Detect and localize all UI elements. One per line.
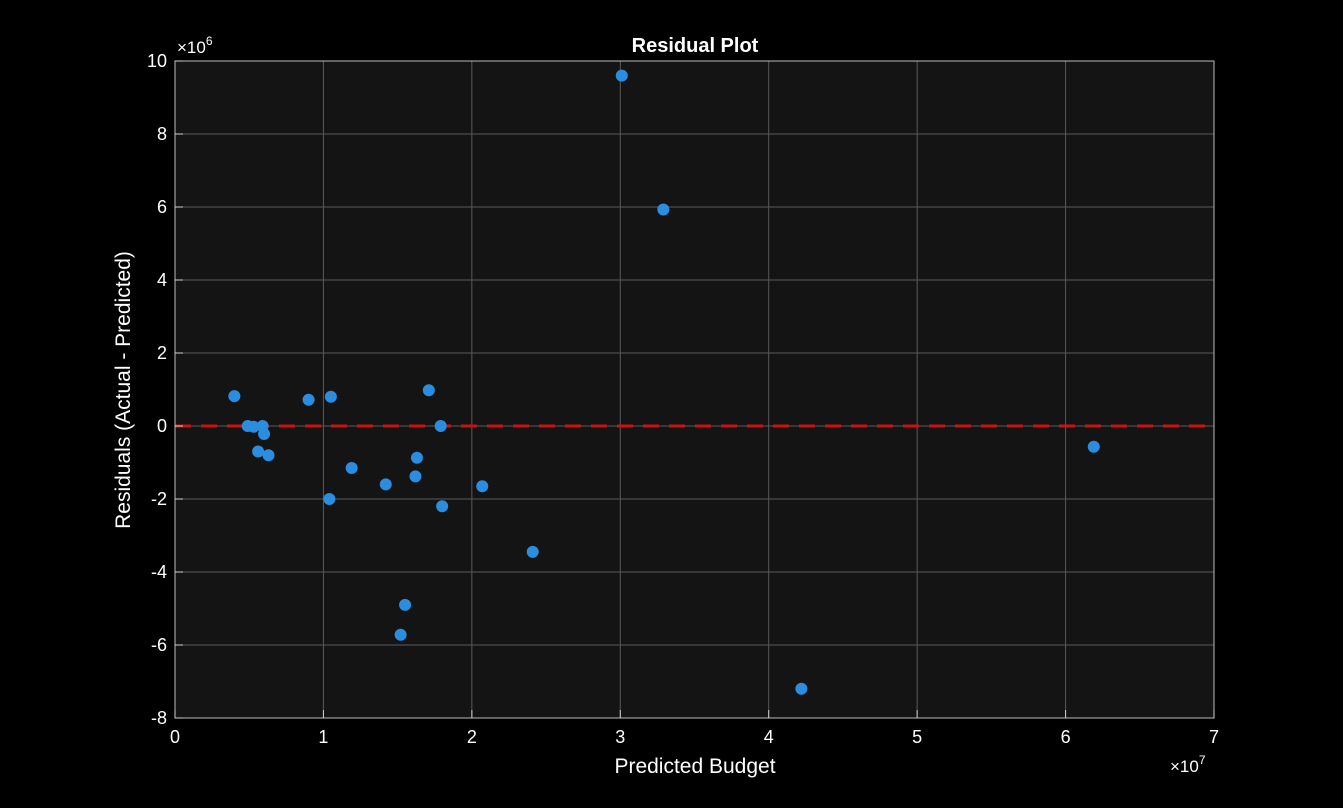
plot-area	[175, 61, 1214, 718]
x-axis-exponent: ×107	[1170, 753, 1206, 776]
residual-point	[324, 390, 337, 403]
y-tick-label: -8	[151, 708, 167, 728]
residual-point	[252, 445, 265, 458]
residual-point	[422, 384, 435, 397]
y-tick-label: 10	[147, 51, 167, 71]
residual-point	[399, 598, 412, 611]
y-axis-label: Residuals (Actual - Predicted)	[112, 251, 135, 529]
residual-point	[1087, 440, 1100, 453]
x-axis-label: Predicted Budget	[614, 755, 775, 778]
residual-point	[409, 470, 422, 483]
y-tick-label: 0	[157, 416, 167, 436]
y-tick-label: 6	[157, 197, 167, 217]
y-axis-exponent: ×106	[177, 34, 213, 57]
y-tick-label: 8	[157, 124, 167, 144]
residual-point	[436, 500, 449, 513]
residual-point	[657, 203, 670, 216]
y-tick-label: -6	[151, 635, 167, 655]
y-tick-label: -4	[151, 562, 167, 582]
residual-point	[345, 461, 358, 474]
plot-frame	[174, 60, 1215, 719]
residual-point	[302, 393, 315, 406]
residual-point	[379, 478, 392, 491]
x-tick-label: 6	[1061, 727, 1071, 747]
residual-point	[247, 420, 260, 433]
chart-title: Residual Plot	[632, 35, 759, 57]
residual-point	[526, 545, 539, 558]
residual-point	[795, 682, 808, 695]
x-tick-label: 5	[912, 727, 922, 747]
residual-point	[394, 628, 407, 641]
x-tick-label: 1	[318, 727, 328, 747]
y-tick-label: -2	[151, 489, 167, 509]
x-tick-label: 3	[615, 727, 625, 747]
residual-point	[258, 428, 271, 441]
x-tick-label: 4	[764, 727, 774, 747]
axis-ticks: 0 1 2 3 4 5 6 7 -8 -6 -4 -2 0 2 4 6 8 10	[147, 51, 1219, 747]
residual-point	[476, 480, 489, 493]
y-tick-label: 2	[157, 343, 167, 363]
residual-point	[323, 493, 336, 505]
residual-point	[434, 420, 447, 432]
residual-point	[262, 449, 275, 462]
residual-point	[410, 451, 423, 464]
x-tick-label: 0	[170, 727, 180, 747]
y-tick-label: 4	[157, 270, 167, 290]
residual-point	[228, 390, 241, 403]
x-tick-label: 2	[467, 727, 477, 747]
residual-point	[615, 69, 628, 82]
x-tick-label: 7	[1209, 727, 1219, 747]
residual-points	[228, 69, 1100, 695]
